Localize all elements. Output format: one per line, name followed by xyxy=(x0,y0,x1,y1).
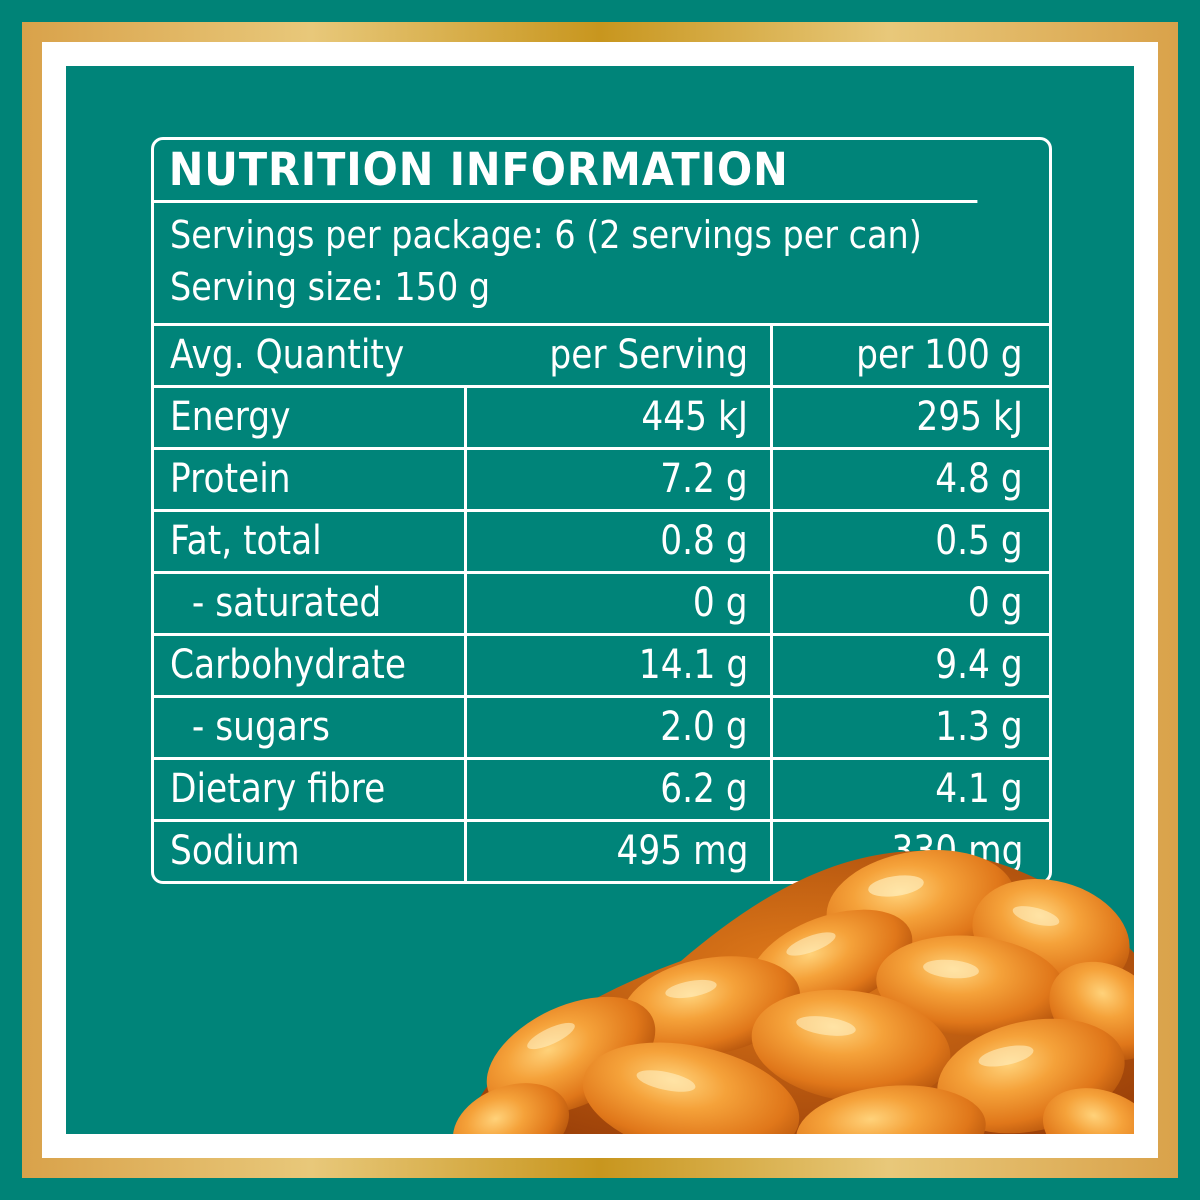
table-row: Fat, total 0.8 g 0.5 g xyxy=(154,512,1049,574)
table-row: Carbohydrate 14.1 g 9.4 g xyxy=(154,636,1049,698)
nutrient-name: Protein xyxy=(154,450,467,509)
nutrient-name: Carbohydrate xyxy=(154,636,467,695)
per-100g-value: 9.4 g xyxy=(935,642,1023,688)
per-100g-value: 4.8 g xyxy=(935,456,1023,502)
nutrient-name: Fat, total xyxy=(154,512,467,571)
nutrient-name: Sodium xyxy=(154,822,467,881)
per-serving-value: 0 g xyxy=(467,574,773,633)
nutrient-name: - sugars xyxy=(154,698,467,757)
per-serving-value: 0.8 g xyxy=(467,512,773,571)
table-row: Protein 7.2 g 4.8 g xyxy=(154,450,1049,512)
per-100g-value: 4.1 g xyxy=(935,766,1023,812)
per-serving-value: 7.2 g xyxy=(467,450,773,509)
per-serving-value: 445 kJ xyxy=(467,388,773,447)
header-per-100g: per 100 g xyxy=(856,332,1023,378)
table-row: - sugars 2.0 g 1.3 g xyxy=(154,698,1049,760)
per-100g-value: 295 kJ xyxy=(916,394,1023,440)
per-100g-value: 1.3 g xyxy=(935,704,1023,750)
baked-beans-illustration xyxy=(452,849,1134,1134)
table-header-row: Avg. Quantity per Serving per 100 g xyxy=(154,326,1049,388)
per-serving-value: 495 mg xyxy=(467,822,773,881)
table-row: - saturated 0 g 0 g xyxy=(154,574,1049,636)
gold-frame: NUTRITION INFORMATION Servings per packa… xyxy=(22,22,1178,1178)
nutrient-name: Dietary fibre xyxy=(154,760,467,819)
table-row: Energy 445 kJ 295 kJ xyxy=(154,388,1049,450)
white-border: NUTRITION INFORMATION Servings per packa… xyxy=(42,42,1158,1158)
per-serving-value: 6.2 g xyxy=(467,760,773,819)
nutrient-name: - saturated xyxy=(154,574,467,633)
table-row: Dietary fibre 6.2 g 4.1 g xyxy=(154,760,1049,822)
servings-info: Servings per package: 6 (2 servings per … xyxy=(154,203,1049,326)
servings-per-package: Servings per package: 6 (2 servings per … xyxy=(170,213,922,257)
per-100g-value: 0.5 g xyxy=(935,518,1023,564)
per-100g-value: 0 g xyxy=(968,580,1023,626)
per-serving-value: 14.1 g xyxy=(467,636,773,695)
per-serving-value: 2.0 g xyxy=(467,698,773,757)
serving-size: Serving size: 150 g xyxy=(170,265,491,309)
nutrient-name: Energy xyxy=(154,388,467,447)
table-title: NUTRITION INFORMATION xyxy=(154,140,978,203)
header-per-serving: per Serving xyxy=(467,326,773,385)
nutrition-table: NUTRITION INFORMATION Servings per packa… xyxy=(151,137,1052,884)
header-quantity: Avg. Quantity xyxy=(170,332,405,378)
label-panel: NUTRITION INFORMATION Servings per packa… xyxy=(66,66,1134,1134)
